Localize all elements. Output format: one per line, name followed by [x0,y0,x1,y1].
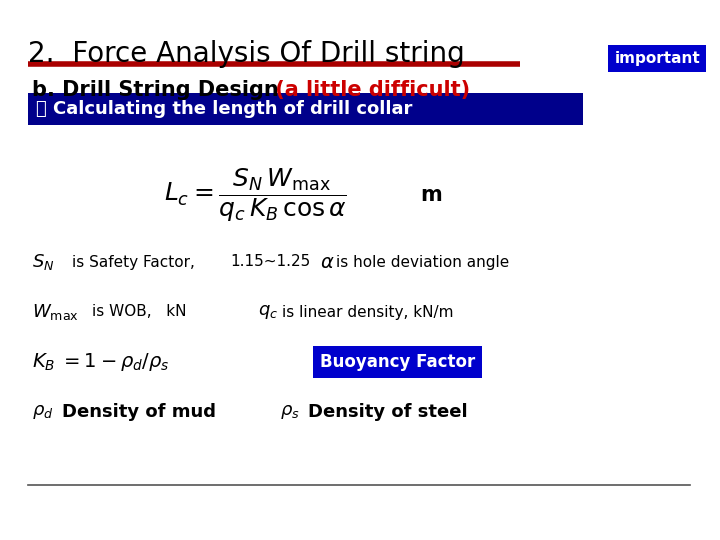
Text: b. Drill String Design: b. Drill String Design [32,80,279,100]
Text: is hole deviation angle: is hole deviation angle [336,254,509,269]
Text: $q_c$: $q_c$ [258,303,278,321]
Text: Buoyancy Factor: Buoyancy Factor [320,353,475,371]
Text: $W_{\mathrm{max}}$: $W_{\mathrm{max}}$ [32,302,79,322]
FancyBboxPatch shape [28,93,583,125]
Text: Density of steel: Density of steel [308,403,467,421]
Text: $\rho_d$: $\rho_d$ [32,403,53,421]
Text: important: important [614,51,700,66]
Text: m: m [420,185,442,205]
Text: Ⓐ Calculating the length of drill collar: Ⓐ Calculating the length of drill collar [36,100,413,118]
Text: $\rho_s$: $\rho_s$ [280,403,300,421]
Text: Density of mud: Density of mud [62,403,216,421]
Text: is Safety Factor,: is Safety Factor, [72,254,195,269]
Text: 1.15~1.25: 1.15~1.25 [230,254,310,269]
Text: $K_B\;=1-\rho_d/\rho_s$: $K_B\;=1-\rho_d/\rho_s$ [32,351,170,373]
Text: (a little difficult): (a little difficult) [268,80,470,100]
Text: 2.  Force Analysis Of Drill string: 2. Force Analysis Of Drill string [28,40,464,68]
Text: $L_c = \dfrac{S_N\,W_{\mathrm{max}}}{q_c\,K_B\,\cos\alpha}$: $L_c = \dfrac{S_N\,W_{\mathrm{max}}}{q_c… [163,166,346,224]
Text: $S_N$: $S_N$ [32,252,55,272]
Text: is WOB,   kN: is WOB, kN [92,305,186,320]
Text: $\alpha$: $\alpha$ [320,253,335,272]
Text: is linear density, kN/m: is linear density, kN/m [282,305,454,320]
